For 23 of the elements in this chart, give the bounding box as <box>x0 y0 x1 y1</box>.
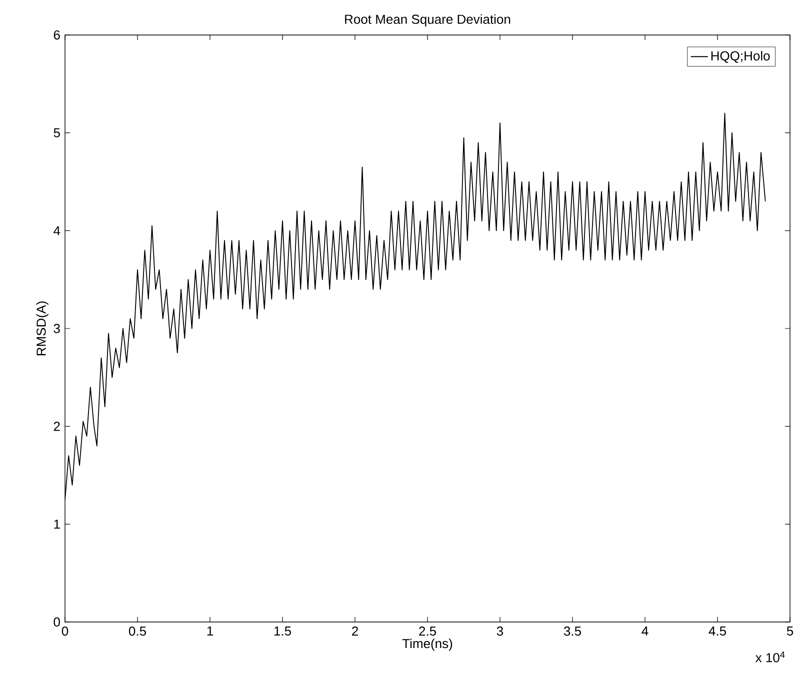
x-tick-label: 2.5 <box>419 626 436 636</box>
y-tick-label: 3 <box>54 324 60 334</box>
y-tick-label: 0 <box>54 617 60 627</box>
y-tick-label: 5 <box>54 128 60 138</box>
x-tick-label: 5 <box>786 626 794 636</box>
text: x 10$^{4}$ <box>755 652 785 662</box>
x-tick-label: 3.5 <box>564 626 581 636</box>
y-tick-label: 4 <box>54 226 60 236</box>
x-tick-label: 1.5 <box>274 626 291 636</box>
x-tick-label: 3 <box>496 626 504 636</box>
y-tick-label: 1 <box>54 520 60 529</box>
x-tick-label: 4 <box>642 626 648 636</box>
x-tick-label: 0 <box>62 626 68 636</box>
x-tick-label: 1 <box>207 626 213 636</box>
x-tick-label: 0.5 <box>128 626 146 636</box>
y-tick-label: 6 <box>54 30 60 40</box>
chart-title: Root Mean Square Deviation <box>345 14 510 26</box>
legend-label: HQQ;Holo <box>711 50 770 63</box>
y-axis-title: RMSD(A) <box>36 302 48 356</box>
x-tick-label: 4.5 <box>708 626 726 636</box>
x-tick-label: 2 <box>352 626 358 636</box>
x-axis-title: Time(ns) <box>402 638 452 651</box>
y-tick-label: 2 <box>54 422 60 431</box>
